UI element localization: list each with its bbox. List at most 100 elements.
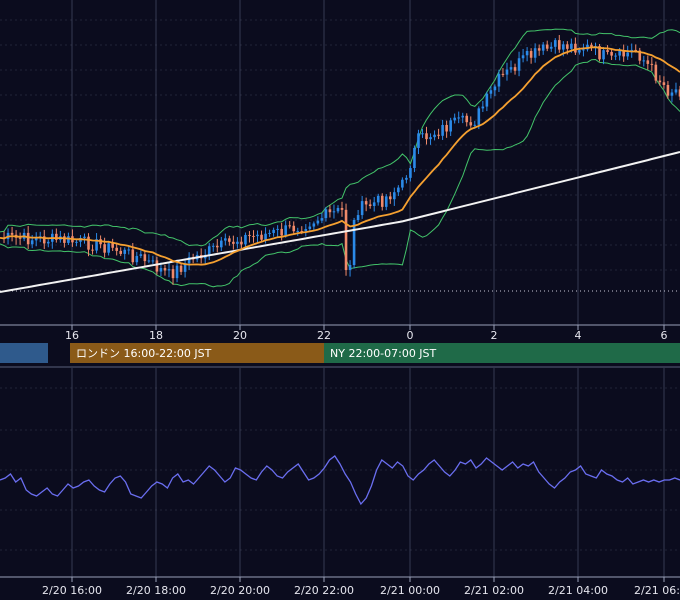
candle-body: [224, 238, 227, 241]
candle-body: [553, 40, 557, 47]
candle-body: [127, 249, 131, 251]
candle-body: [485, 93, 489, 107]
candle-body: [268, 232, 271, 234]
bollinger-lower-line: [0, 58, 680, 288]
candle-body: [220, 240, 223, 248]
candle-body: [332, 211, 336, 213]
candle-body: [421, 133, 424, 135]
candle-body: [425, 133, 428, 140]
candle-body: [264, 233, 267, 240]
osc-x-tick-label: 2/21 06:00: [634, 584, 680, 597]
bollinger-bands: [0, 28, 680, 288]
price-x-axis: 16 18 20 22 0 2 4 6: [65, 325, 668, 342]
osc-x-tick-label: 2/21 00:00: [380, 584, 440, 597]
candle-body: [634, 49, 638, 51]
price-x-tick-label: 16: [65, 329, 79, 342]
candle-body: [107, 243, 110, 253]
candle-body: [525, 51, 529, 56]
candle-body: [143, 254, 147, 262]
candle-body: [622, 50, 625, 57]
candle-body: [30, 240, 34, 245]
moving-averages: [0, 46, 680, 293]
candle-body: [304, 228, 308, 232]
candle-body: [364, 201, 368, 205]
candle-body: [280, 228, 283, 236]
candle-body: [618, 50, 621, 56]
osc-x-tick-label: 2/20 22:00: [294, 584, 354, 597]
candle-body: [119, 250, 123, 254]
candle-body: [159, 268, 163, 272]
candle-body: [590, 44, 593, 49]
candle-body: [42, 236, 46, 244]
candle-body: [256, 234, 259, 237]
candle-body: [292, 225, 296, 232]
candle-body: [453, 117, 456, 121]
candle-body: [26, 232, 30, 245]
candle-body: [650, 63, 654, 65]
oscillator-panel[interactable]: [0, 368, 680, 577]
candle-body: [654, 64, 658, 81]
candle-body: [566, 44, 569, 49]
bollinger-upper-line: [0, 28, 680, 247]
candle-body: [521, 55, 525, 59]
candle-body: [574, 43, 577, 53]
candle-body: [187, 257, 191, 264]
candle-body: [380, 195, 384, 207]
candle-body: [388, 196, 392, 200]
candle-body: [260, 234, 263, 240]
candle-body: [678, 89, 680, 97]
candle-body: [356, 215, 360, 220]
price-x-tick-label: 20: [233, 329, 247, 342]
candle-body: [46, 241, 50, 244]
candle-body: [179, 265, 183, 272]
candle-body: [83, 236, 86, 238]
candle-body: [211, 245, 215, 247]
candle-body: [445, 124, 448, 132]
candle-body: [360, 201, 364, 216]
oscillator-x-axis: 2/20 16:00 2/20 18:00 2/20 20:00 2/20 22:00…: [42, 577, 680, 597]
candle-body: [228, 238, 231, 242]
candle-body: [477, 108, 481, 125]
candle-body: [87, 236, 90, 250]
osc-x-tick-label: 2/21 02:00: [464, 584, 524, 597]
candle-body: [501, 73, 505, 75]
candle-body: [429, 137, 432, 140]
candle-body: [300, 231, 304, 233]
candle-body: [489, 90, 493, 94]
candle-body: [236, 241, 239, 244]
candle-body: [541, 44, 545, 51]
candle-body: [582, 49, 585, 51]
candle-body: [139, 254, 143, 256]
candle-body: [288, 225, 292, 227]
candle-body: [316, 220, 320, 224]
session-london-bar: [70, 343, 324, 363]
candle-body: [320, 218, 324, 221]
candle-body: [598, 46, 601, 60]
candle-body: [469, 122, 473, 126]
candle-body: [513, 67, 517, 71]
candle-body: [10, 232, 14, 235]
price-x-tick-label: 4: [575, 329, 582, 342]
candle-body: [284, 225, 287, 236]
candle-body: [562, 44, 565, 50]
candle-body: [537, 48, 541, 51]
price-x-tick-label: 0: [407, 329, 414, 342]
session-ny-label: NY 22:00-07:00 JST: [330, 347, 437, 360]
candle-body: [147, 260, 151, 262]
price-x-tick-label: 18: [149, 329, 163, 342]
oscillator-grid: [0, 368, 680, 577]
candle-body: [449, 120, 452, 132]
candle-body: [384, 196, 388, 207]
candle-body: [549, 46, 553, 49]
price-panel[interactable]: [0, 0, 680, 325]
candle-body: [232, 241, 235, 244]
price-grid: [0, 0, 680, 325]
candle-body: [670, 92, 674, 96]
candle-body: [167, 269, 171, 271]
moving-average-short-line: [0, 46, 680, 266]
candle-body: [674, 89, 678, 93]
candle-body: [505, 69, 509, 75]
candle-body: [252, 235, 255, 237]
candle-body: [175, 265, 179, 279]
candle-body: [493, 86, 497, 91]
